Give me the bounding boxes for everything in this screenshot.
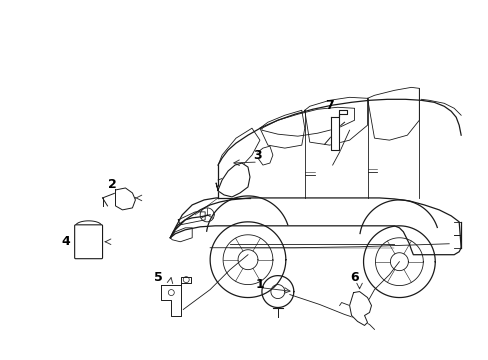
Text: 5: 5 [154, 271, 163, 284]
Text: 1: 1 [255, 278, 264, 291]
Polygon shape [216, 163, 249, 197]
Polygon shape [330, 110, 346, 150]
FancyBboxPatch shape [75, 225, 102, 259]
Text: 3: 3 [253, 149, 262, 162]
Text: 4: 4 [61, 235, 70, 248]
Polygon shape [161, 276, 191, 316]
Text: 2: 2 [108, 179, 117, 192]
Polygon shape [115, 188, 135, 210]
Polygon shape [349, 292, 371, 325]
Text: 7: 7 [325, 99, 333, 112]
Text: 6: 6 [349, 271, 358, 284]
